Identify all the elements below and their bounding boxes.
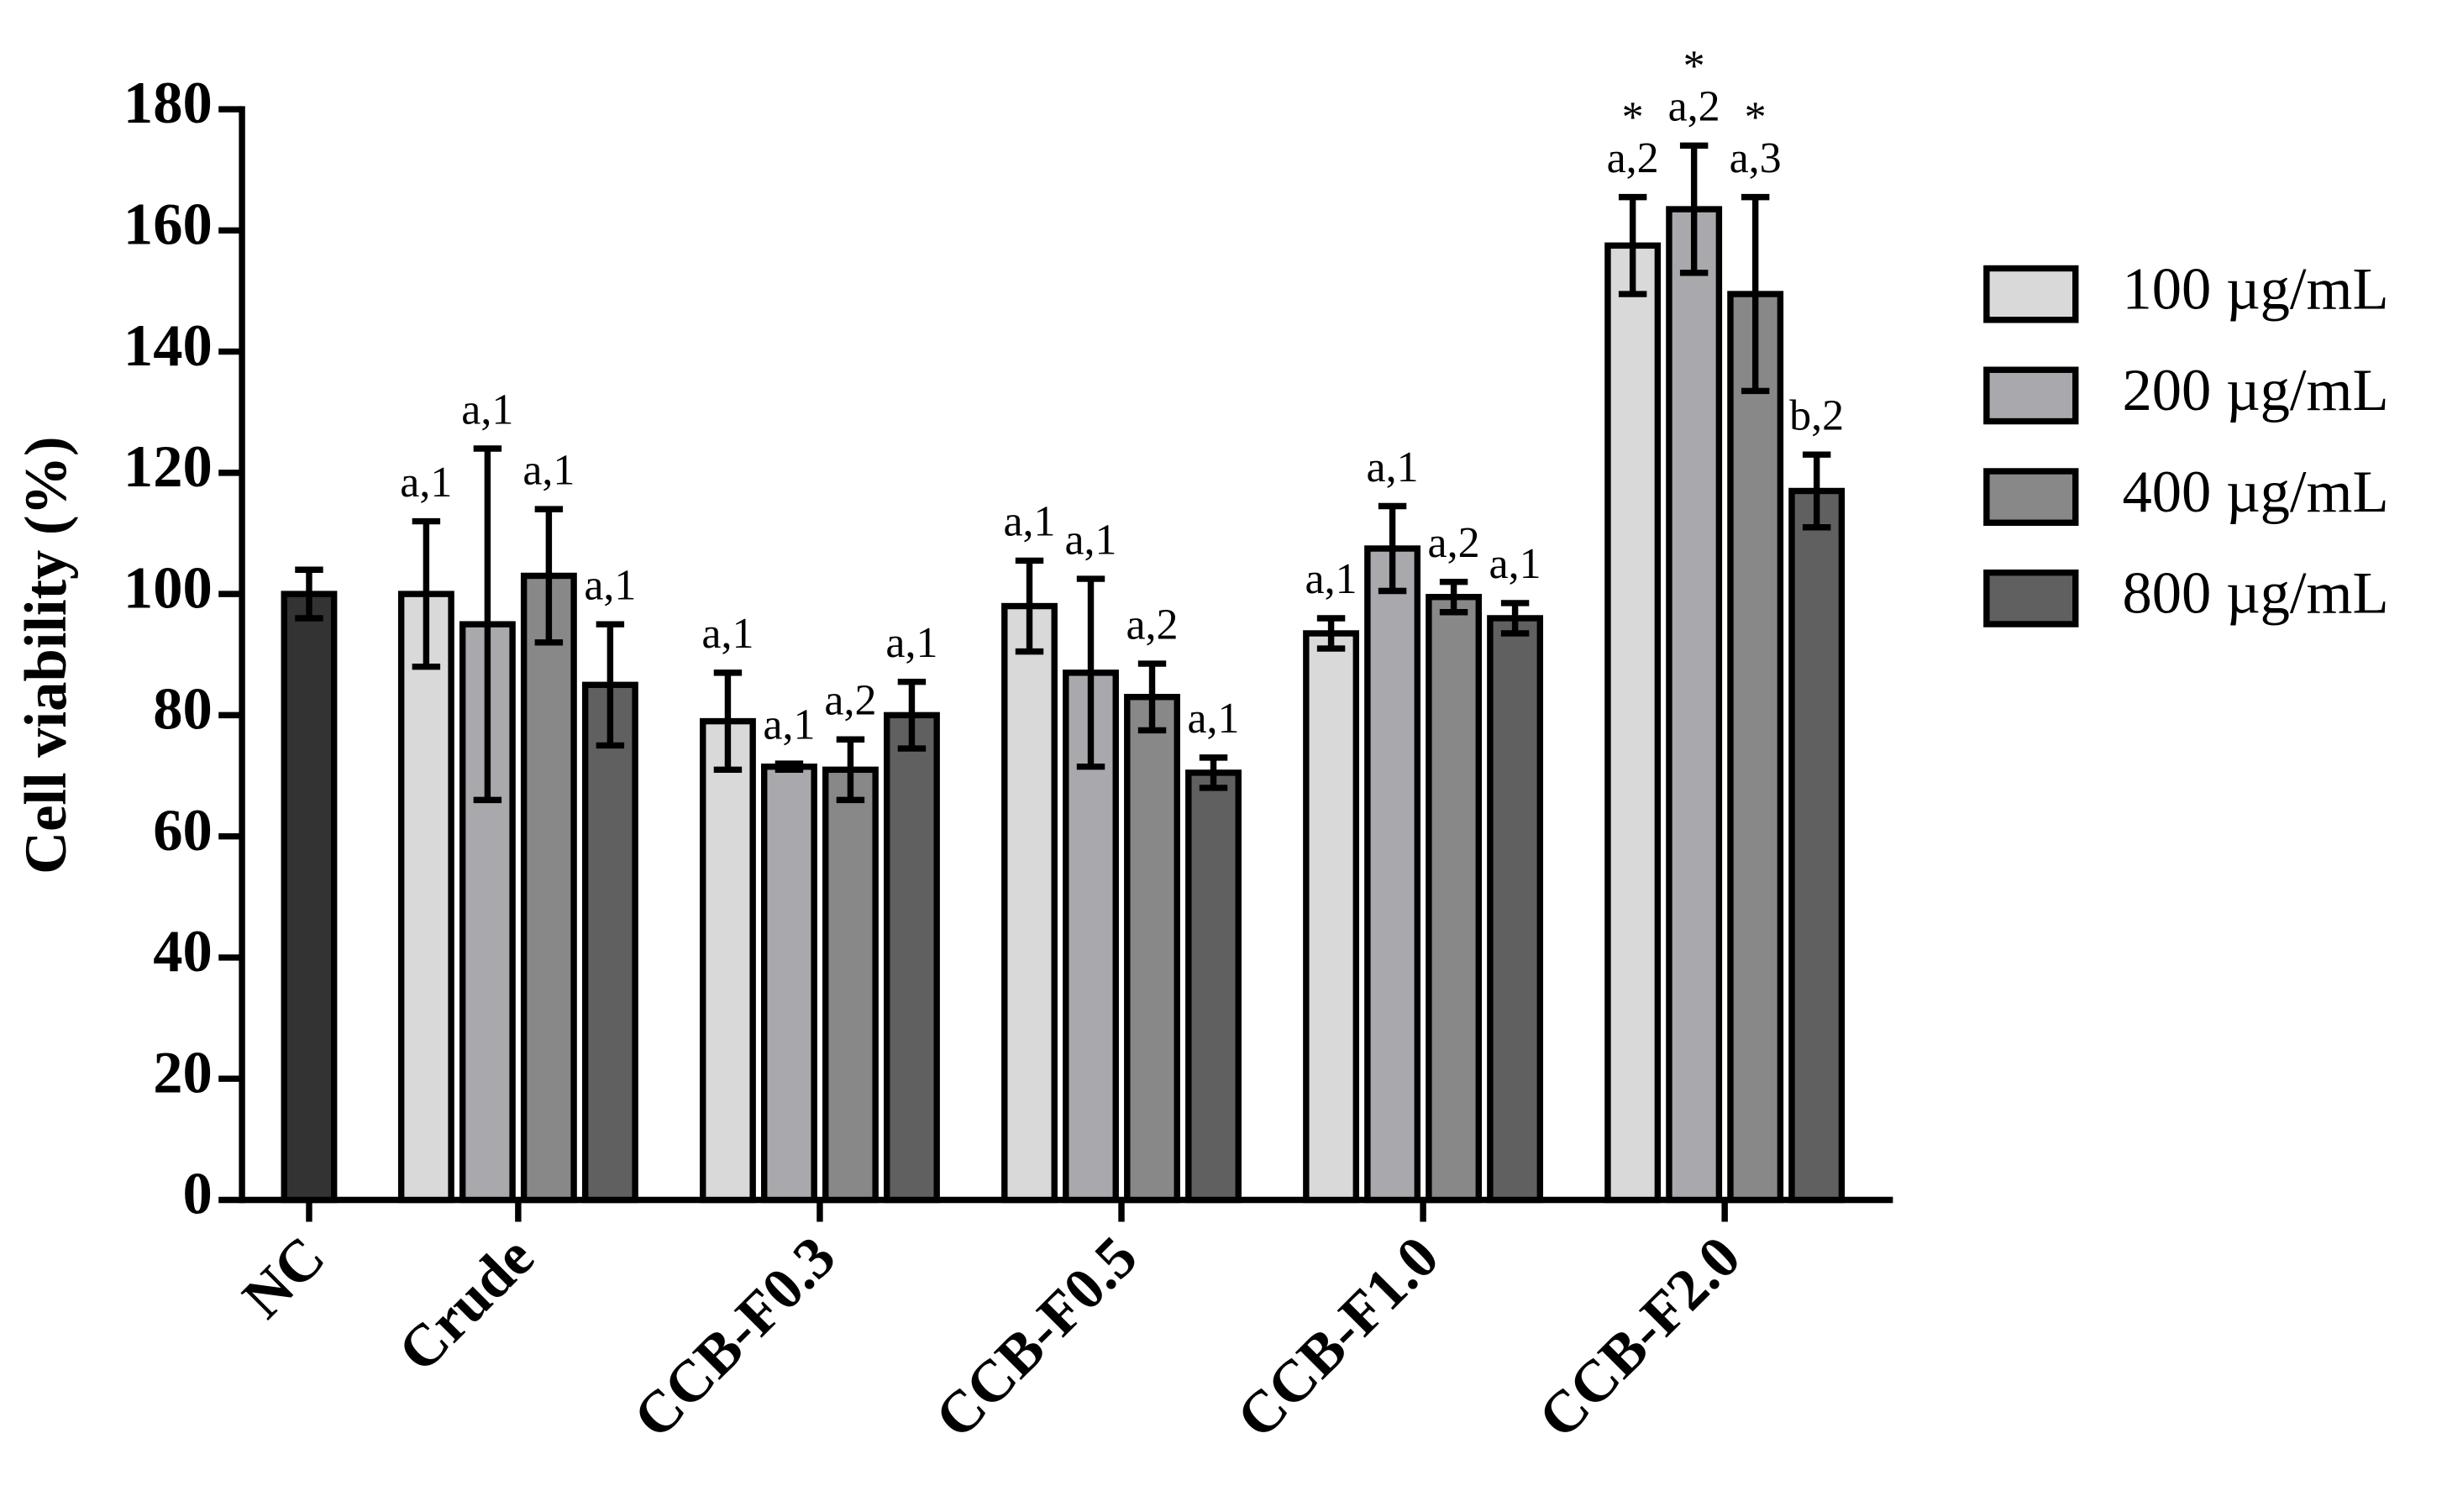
annotation: a,1 — [461, 386, 513, 433]
annotation: b,2 — [1789, 391, 1844, 439]
error-bar — [412, 517, 441, 670]
annotation: a,1 — [1489, 540, 1541, 588]
bar — [1727, 291, 1784, 1204]
significance-star: * — [1683, 42, 1705, 90]
bar — [520, 572, 577, 1204]
error-bar — [1802, 451, 1831, 531]
annotation: a,2 — [824, 677, 876, 725]
error-bar — [596, 621, 625, 749]
annotation: a,1 — [1003, 498, 1055, 546]
annotation: a,2 — [1668, 83, 1720, 131]
bar — [1185, 769, 1242, 1204]
bar — [1303, 630, 1360, 1204]
annotation: a,1 — [1064, 516, 1116, 564]
x-tick-label: CCB-F1.0 — [1225, 1224, 1452, 1451]
annotation: a,1 — [763, 701, 815, 748]
bar — [700, 717, 756, 1204]
error-bar — [1199, 754, 1228, 791]
bar — [761, 763, 817, 1204]
legend-swatch — [1983, 468, 2079, 527]
y-tick-label: 160 — [123, 192, 213, 258]
bar — [397, 591, 454, 1204]
y-tick-label: 120 — [123, 434, 213, 500]
annotation: a,3 — [1730, 134, 1782, 182]
annotation: a,1 — [522, 446, 575, 494]
error-bar — [1316, 615, 1346, 652]
y-tick-label: 80 — [153, 677, 213, 743]
bar — [884, 711, 940, 1204]
y-tick-label: 0 — [182, 1162, 212, 1227]
error-bar — [1015, 557, 1044, 655]
error-bar — [295, 566, 323, 622]
bar — [1426, 594, 1483, 1204]
error-bar — [713, 669, 743, 774]
annotation: a,2 — [1607, 134, 1659, 182]
annotation: a,1 — [1367, 444, 1419, 491]
annotation: a,1 — [1305, 555, 1357, 603]
annotation: a,1 — [701, 610, 754, 658]
error-bar — [775, 760, 804, 774]
y-tick-label: 140 — [123, 313, 213, 379]
bar — [281, 591, 338, 1204]
error-bar — [1076, 575, 1105, 770]
error-bar — [1741, 193, 1770, 395]
annotation: a,1 — [1187, 695, 1239, 743]
y-tick-label: 40 — [153, 919, 213, 984]
x-tick-label: Crude — [386, 1224, 546, 1384]
annotation: a,2 — [1428, 519, 1480, 567]
bar — [1124, 694, 1180, 1204]
legend-label: 800 µg/mL — [2122, 561, 2388, 627]
legend-label: 200 µg/mL — [2122, 358, 2388, 423]
legend-label: 400 µg/mL — [2122, 459, 2388, 525]
x-tick-label: CCB-F2.0 — [1526, 1224, 1753, 1451]
annotation: a,1 — [885, 619, 937, 667]
significance-star: * — [1745, 94, 1767, 142]
y-tick-label: 20 — [153, 1040, 213, 1105]
error-bar — [836, 736, 865, 804]
error-bar — [1618, 193, 1647, 297]
bar — [1001, 602, 1058, 1204]
bar — [1666, 206, 1723, 1204]
error-bar — [1500, 600, 1530, 637]
annotation: a,2 — [1126, 601, 1178, 648]
error-bar — [534, 506, 564, 646]
legend-swatch — [1983, 366, 2079, 425]
y-tick-label: 180 — [123, 71, 213, 136]
significance-star: * — [1622, 94, 1644, 142]
bar — [1364, 545, 1421, 1204]
y-tick-label: 60 — [153, 798, 213, 864]
legend-swatch — [1983, 265, 2079, 323]
error-bar — [1679, 142, 1709, 276]
bar — [1487, 615, 1544, 1204]
error-bar — [1378, 502, 1407, 595]
y-tick-label: 100 — [123, 555, 213, 621]
legend-swatch — [1983, 570, 2079, 627]
bar — [1788, 487, 1846, 1204]
bar — [822, 766, 879, 1204]
error-bar — [897, 679, 927, 752]
error-bar — [473, 445, 502, 804]
legend-label: 100 µg/mL — [2122, 256, 2388, 322]
error-bar — [1137, 660, 1167, 734]
x-tick-label: CCB-F0.5 — [923, 1224, 1150, 1451]
bar — [1604, 242, 1662, 1204]
annotation: a,1 — [584, 561, 636, 609]
y-axis-label: Cell viability (%) — [13, 436, 79, 874]
annotation: a,1 — [400, 459, 452, 507]
x-tick-label: NC — [230, 1224, 337, 1331]
x-tick-label: CCB-F0.3 — [622, 1224, 848, 1451]
error-bar — [1439, 578, 1468, 616]
bar — [581, 681, 638, 1204]
